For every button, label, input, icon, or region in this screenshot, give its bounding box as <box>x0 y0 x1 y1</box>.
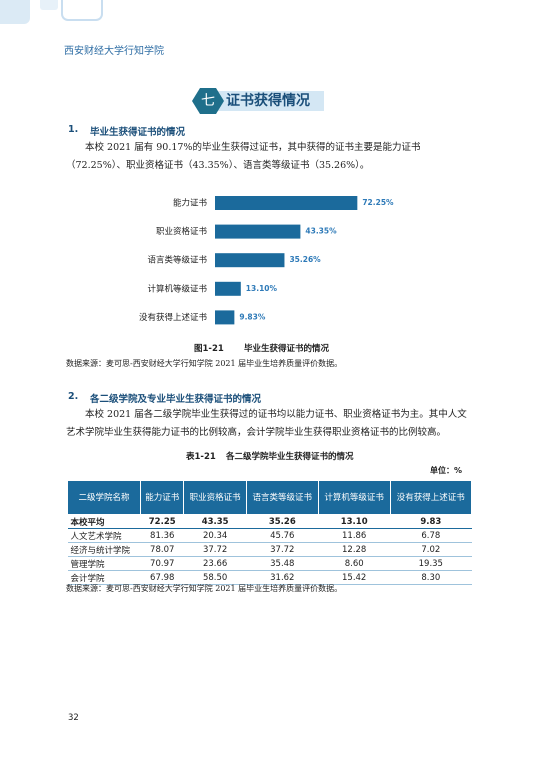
value-label: 43.35% <box>305 227 337 236</box>
table-header-row: 二级学院名称 能力证书 职业资格证书 语言类等级证书 计算机等级证书 没有获得上述证书 <box>67 480 473 515</box>
table-cell: 8.60 <box>318 556 391 571</box>
table-row: 管理学院 70.97 23.66 35.48 8.60 19.35 <box>67 556 472 571</box>
table-header-cell: 没有获得上述证书 <box>389 480 473 515</box>
paragraph: 本校 2021 届有 90.17%的毕业生获得过证书，其中获得的证书主要是能力证… <box>66 142 421 171</box>
figure-source: 数据来源：麦可思-西安财经大学行知学院 2021 届毕业生培养质量评价数据。 <box>66 359 343 368</box>
bar <box>215 224 301 239</box>
bar <box>215 281 241 296</box>
table-cell: 37.72 <box>246 542 319 557</box>
table-cell: 7.02 <box>390 542 472 557</box>
bar-chart: 能力证书 72.25% 职业资格证书 43.35% 语言类等级证书 35.26% 计算机等级… <box>139 196 394 325</box>
bar <box>215 310 235 325</box>
section-title: 证书获得情况 <box>226 92 310 109</box>
table-unit: 单位：% <box>430 466 463 475</box>
figure-caption: 毕业生获得证书的情况 <box>244 344 330 354</box>
table-cell: 本校平均 <box>67 514 141 529</box>
table-cell: 43.35 <box>183 514 247 529</box>
banner-band <box>212 91 324 111</box>
bar <box>215 253 285 268</box>
table-header-cell: 二级学院名称 <box>67 480 141 515</box>
table-cell: 会计学院 <box>67 570 141 585</box>
table-header-cell: 计算机等级证书 <box>317 480 391 515</box>
category-label: 职业资格证书 <box>156 226 208 237</box>
deco-square <box>61 0 103 21</box>
table: 二级学院名称 能力证书 职业资格证书 语言类等级证书 计算机等级证书 没有获得上述证书 本校… <box>67 480 473 585</box>
table-cell: 经济与统计学院 <box>67 542 141 557</box>
table-cell: 35.48 <box>246 556 319 571</box>
paragraph: 本校 2021 届各二级学院毕业生获得过的证书均以能力证书、职业资格证书为主。其… <box>66 409 467 438</box>
table-cell: 6.78 <box>390 528 472 543</box>
table-header-cell: 语言类等级证书 <box>245 480 319 515</box>
table-cell: 31.62 <box>246 570 319 585</box>
table-row: 经济与统计学院 78.07 37.72 37.72 12.28 7.02 <box>67 542 472 557</box>
table-cell: 58.50 <box>183 570 247 585</box>
heading: 各二级学院及专业毕业生获得证书的情况 <box>90 394 262 405</box>
table-cell: 13.10 <box>318 514 391 529</box>
value-label: 13.10% <box>246 284 278 293</box>
table-cell: 9.83 <box>390 514 472 529</box>
category-label: 没有获得上述证书 <box>139 312 208 323</box>
page-number: 32 <box>68 713 79 723</box>
table-cell: 19.35 <box>390 556 472 571</box>
table-cell: 67.98 <box>140 570 184 585</box>
heading-number: 2. <box>68 391 79 402</box>
value-label: 35.26% <box>289 255 321 264</box>
table-caption: 各二级学院毕业生获得证书的情况 <box>226 452 354 462</box>
section-number: 七 <box>201 93 215 109</box>
value-label: 9.83% <box>239 312 266 321</box>
table-cell: 70.97 <box>140 556 184 571</box>
table-cell: 37.72 <box>183 542 247 557</box>
heading-number: 1. <box>68 124 79 135</box>
deco-square <box>0 0 30 24</box>
figure-number: 图1-21 <box>194 344 224 354</box>
table-cell: 35.26 <box>246 514 319 529</box>
value-label: 72.25% <box>362 198 394 207</box>
table-cell: 81.36 <box>140 528 184 543</box>
category-label: 能力证书 <box>173 198 208 209</box>
table-row: 本校平均 72.25 43.35 35.26 13.10 9.83 <box>67 514 472 529</box>
table-header-cell: 职业资格证书 <box>183 480 247 515</box>
table-cell: 12.28 <box>318 542 391 557</box>
table-source: 数据来源：麦可思-西安财经大学行知学院 2021 届毕业生培养质量评价数据。 <box>66 584 343 593</box>
table-row: 会计学院 67.98 58.50 31.62 15.42 8.30 <box>67 570 472 585</box>
header-school: 西安财经大学行知学院 <box>64 46 164 57</box>
table-row: 人文艺术学院 81.36 20.34 45.76 11.86 6.78 <box>67 528 472 543</box>
table-cell: 72.25 <box>140 514 184 529</box>
table-number: 表1-21 <box>186 452 216 462</box>
table-cell: 15.42 <box>318 570 391 585</box>
category-label: 语言类等级证书 <box>147 255 207 266</box>
table-cell: 管理学院 <box>67 556 141 571</box>
table-cell: 20.34 <box>183 528 247 543</box>
deco-square <box>40 0 58 10</box>
table-header-cell: 能力证书 <box>139 480 185 515</box>
heading: 毕业生获得证书的情况 <box>90 127 186 138</box>
bar <box>215 196 358 210</box>
table-cell: 8.30 <box>390 570 472 585</box>
table-cell: 45.76 <box>246 528 319 543</box>
banner-hexagon <box>192 88 224 114</box>
table-cell: 23.66 <box>183 556 247 571</box>
category-label: 计算机等级证书 <box>147 283 207 294</box>
table-cell: 11.86 <box>318 528 391 543</box>
table-cell: 78.07 <box>140 542 184 557</box>
table-cell: 人文艺术学院 <box>67 528 141 543</box>
